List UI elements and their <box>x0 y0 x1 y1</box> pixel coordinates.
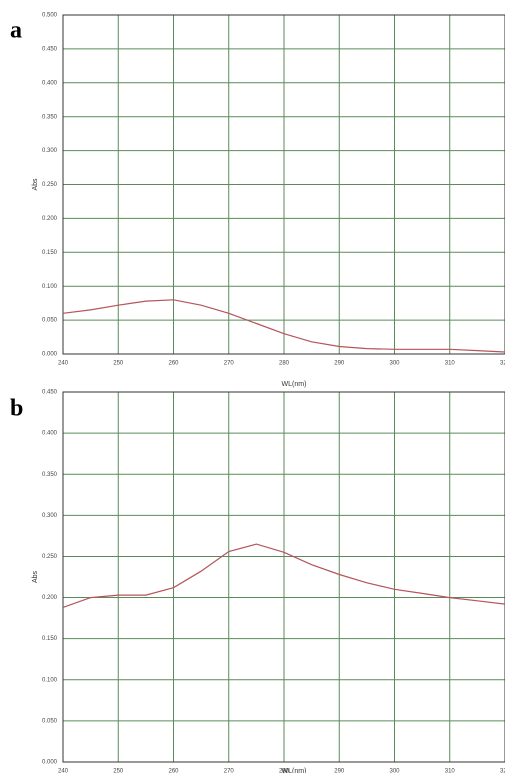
panel-label: b <box>10 396 23 422</box>
x-tick-label: 270 <box>224 769 235 773</box>
spectrum-line <box>62 543 505 608</box>
y-tick-label: 0.100 <box>42 677 58 683</box>
y-tick-label: 0.000 <box>42 352 58 358</box>
x-tick-label: 300 <box>389 361 400 367</box>
x-axis-title: WL(nm) <box>282 381 307 388</box>
x-tick-label: 320 <box>500 769 505 773</box>
y-tick-label: 0.200 <box>42 595 58 601</box>
y-tick-label: 0.400 <box>42 431 58 437</box>
y-axis-title: Abs <box>32 570 39 583</box>
x-tick-label: 240 <box>58 361 69 367</box>
x-tick-label: 250 <box>113 361 124 367</box>
x-tick-label: 290 <box>334 769 345 773</box>
y-tick-label: 0.100 <box>42 284 58 290</box>
y-tick-label: 0.050 <box>42 718 58 724</box>
x-tick-label: 260 <box>168 361 179 367</box>
plot-frame <box>62 14 505 355</box>
panel-label: a <box>10 18 22 44</box>
y-tick-label: 0.050 <box>42 318 58 324</box>
x-tick-label: 270 <box>224 361 235 367</box>
x-tick-label: 280 <box>279 361 290 367</box>
y-tick-label: 0.300 <box>42 148 58 154</box>
x-tick-label: 290 <box>334 361 345 367</box>
x-tick-label: 300 <box>389 769 400 773</box>
y-tick-label: 0.350 <box>42 114 58 120</box>
plot-frame <box>62 391 505 763</box>
y-tick-label: 0.400 <box>42 80 58 86</box>
spectrum-line <box>62 299 505 353</box>
x-tick-label: 310 <box>445 361 456 367</box>
y-tick-label: 0.150 <box>42 636 58 642</box>
x-tick-label: 260 <box>168 769 179 773</box>
y-tick-label: 0.350 <box>42 472 58 478</box>
x-tick-label: 280 <box>279 769 290 773</box>
x-tick-label: 310 <box>445 769 456 773</box>
y-tick-label: 0.450 <box>42 390 58 396</box>
x-tick-label: 240 <box>58 769 69 773</box>
y-tick-label: 0.200 <box>42 216 58 222</box>
y-tick-label: 0.250 <box>42 554 58 560</box>
y-axis-title: Abs <box>32 178 39 191</box>
y-tick-label: 0.500 <box>42 13 58 19</box>
y-tick-label: 0.450 <box>42 46 58 52</box>
x-axis-title: WL(nm) <box>282 768 307 773</box>
x-tick-label: 250 <box>113 769 124 773</box>
y-tick-label: 0.150 <box>42 250 58 256</box>
y-tick-label: 0.250 <box>42 182 58 188</box>
y-tick-label: 0.000 <box>42 760 58 766</box>
y-tick-label: 0.300 <box>42 513 58 519</box>
x-tick-label: 320 <box>500 361 505 367</box>
